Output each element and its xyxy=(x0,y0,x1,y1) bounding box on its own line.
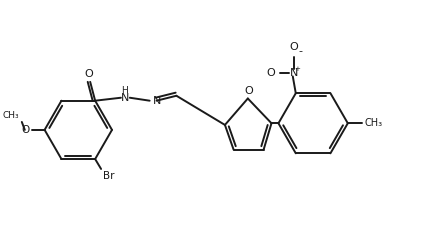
Text: H: H xyxy=(121,86,128,95)
Text: O: O xyxy=(21,125,30,135)
Text: -: - xyxy=(299,46,303,56)
Text: Br: Br xyxy=(103,171,115,181)
Text: +: + xyxy=(295,66,300,72)
Text: N: N xyxy=(121,93,129,103)
Text: O: O xyxy=(85,69,94,79)
Text: O: O xyxy=(290,42,298,52)
Text: O: O xyxy=(244,86,253,96)
Text: CH₃: CH₃ xyxy=(2,111,19,120)
Text: N: N xyxy=(290,69,298,79)
Text: O: O xyxy=(266,69,275,79)
Text: CH₃: CH₃ xyxy=(365,118,383,128)
Text: N: N xyxy=(152,96,161,106)
